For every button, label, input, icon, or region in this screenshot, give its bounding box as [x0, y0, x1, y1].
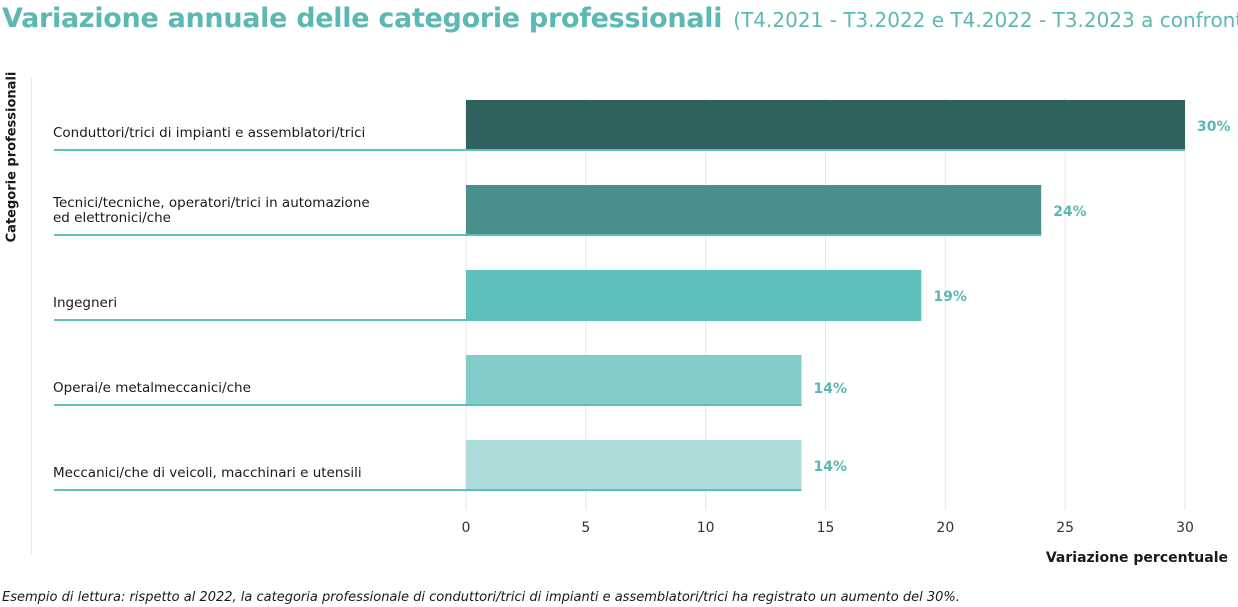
category-label: Conduttori/trici di impianti e assemblat…	[53, 125, 365, 141]
chart-subtitle: (T4.2021 - T3.2022 e T4.2022 - T3.2023 a…	[733, 8, 1238, 32]
bar	[466, 270, 922, 320]
bar	[466, 355, 802, 405]
x-tick-label: 25	[1056, 520, 1074, 536]
reading-example-note: Esempio di lettura: rispetto al 2022, la…	[2, 590, 960, 605]
value-label: 14%	[814, 381, 848, 397]
value-label: 14%	[814, 459, 848, 475]
y-axis-rule	[31, 78, 32, 554]
bar	[466, 100, 1185, 150]
category-label: Ingegneri	[53, 295, 117, 311]
bar	[466, 185, 1042, 235]
chart-title: Variazione annuale delle categorie profe…	[2, 3, 723, 34]
x-tick-label: 20	[936, 520, 954, 536]
value-label: 19%	[933, 289, 967, 305]
category-label: Tecnici/tecniche, operatori/trici in aut…	[52, 195, 370, 211]
chart-title-block: Variazione annuale delle categorie profe…	[2, 3, 1238, 34]
category-label: Operai/e metalmeccanici/che	[53, 380, 251, 396]
x-tick-label: 5	[581, 520, 590, 536]
value-label: 30%	[1197, 119, 1231, 135]
x-tick-label: 15	[817, 520, 835, 536]
value-label: 24%	[1053, 204, 1087, 220]
bar	[466, 440, 802, 490]
x-tick-label: 30	[1176, 520, 1194, 536]
category-label: Meccanici/che di veicoli, macchinari e u…	[53, 465, 362, 481]
x-axis-label: Variazione percentuale	[1045, 550, 1228, 566]
category-label: ed elettronici/che	[53, 210, 171, 226]
x-tick-label: 10	[697, 520, 715, 536]
x-tick-label: 0	[462, 520, 471, 536]
